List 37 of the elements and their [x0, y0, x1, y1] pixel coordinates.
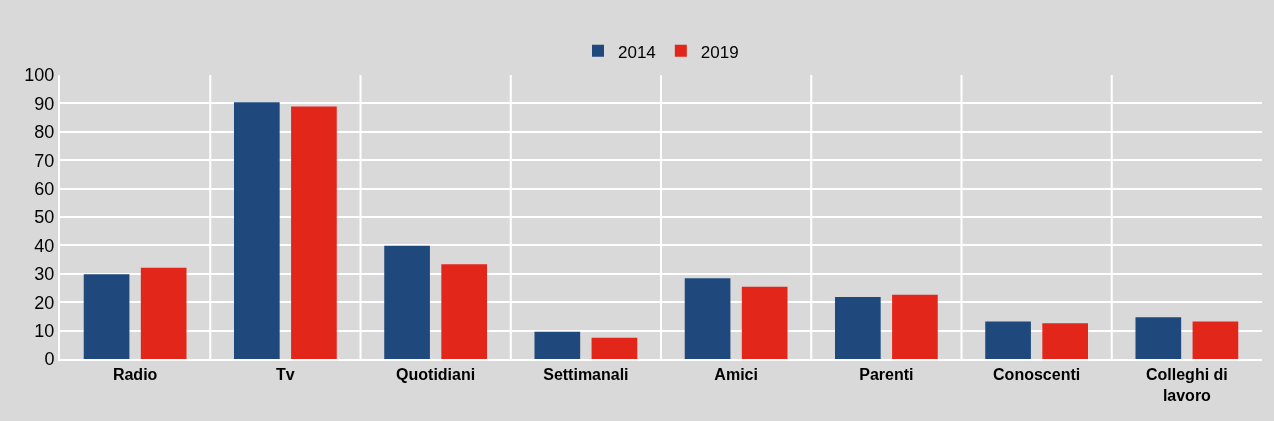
x-tick-label: Amici [714, 366, 758, 384]
bar [892, 294, 938, 359]
bar [684, 278, 731, 359]
y-tick-label: 60 [34, 178, 55, 199]
x-tick-label: Tv [276, 366, 295, 384]
bar [741, 286, 788, 359]
y-tick-label: 50 [34, 207, 55, 228]
y-tick-label: 70 [34, 150, 55, 171]
y-tick-label: 20 [34, 292, 55, 313]
bar [83, 274, 130, 359]
bar [441, 264, 488, 359]
bar [140, 267, 187, 359]
bar [1042, 323, 1089, 359]
bar [534, 331, 581, 359]
y-tick-label: 40 [34, 235, 55, 256]
y-tick-label: 0 [44, 349, 55, 370]
bar [1192, 321, 1239, 359]
x-tick-label: Conoscenti [993, 366, 1081, 384]
x-tick-label: Settimanali [543, 366, 629, 384]
x-tick-label: Radio [112, 366, 158, 384]
legend-label: 2019 [700, 42, 739, 62]
bar [1135, 317, 1182, 359]
y-tick-label: 10 [34, 320, 55, 341]
y-tick-label: 80 [34, 122, 55, 143]
bar [834, 297, 881, 359]
bar [591, 337, 638, 359]
legend-label: 2014 [618, 42, 656, 62]
y-tick-label: 100 [24, 65, 55, 86]
y-tick-label: 30 [34, 264, 55, 285]
x-tick-label: Colleghi di lavoro [1145, 366, 1228, 404]
y-tick-label: 90 [34, 93, 55, 114]
bar [233, 102, 280, 359]
x-tick-label: Quotidiani [396, 366, 476, 384]
bar [291, 106, 337, 359]
bar [384, 245, 430, 359]
bar [985, 321, 1031, 359]
x-tick-label: Parenti [859, 366, 914, 384]
